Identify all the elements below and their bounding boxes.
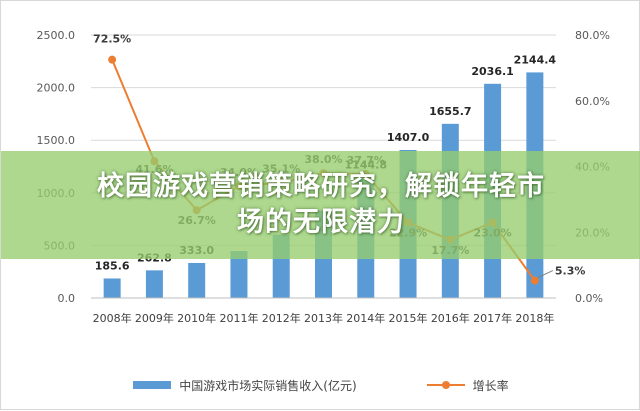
y-right-tick-label: 80.0%	[575, 29, 610, 42]
growth-point	[108, 55, 117, 64]
x-tick-label: 2018年	[515, 311, 554, 325]
y-left-tick-label: 1500.0	[37, 134, 76, 147]
x-tick-label: 2009年	[135, 311, 174, 325]
y-left-tick-label: 2000.0	[37, 82, 76, 95]
banner-title-line1: 校园游戏营销策略研究，解锁年轻市	[97, 171, 545, 202]
bar-value-label: 1407.0	[387, 131, 430, 144]
legend-swatch-line	[426, 380, 465, 390]
legend-label-revenue: 中国游戏市场实际销售收入(亿元)	[179, 378, 357, 393]
x-tick-label: 2014年	[346, 311, 385, 325]
x-tick-label: 2008年	[93, 311, 132, 325]
label-leader-line	[537, 270, 554, 279]
chart-legend: 中国游戏市场实际销售收入(亿元) 增长率	[1, 371, 640, 399]
x-tick-label: 2016年	[431, 311, 470, 325]
growth-value-label: 5.3%	[555, 265, 586, 278]
bar-value-label: 185.6	[95, 259, 130, 272]
bar	[230, 251, 248, 298]
y-left-tick-label: 0.0	[58, 292, 76, 305]
x-tick-label: 2011年	[219, 311, 258, 325]
growth-point	[530, 276, 539, 285]
banner-title: 校园游戏营销策略研究，解锁年轻市 场的无限潜力	[41, 169, 601, 241]
legend-item-growth: 增长率	[426, 377, 509, 394]
legend-swatch-bar	[133, 381, 172, 389]
bar	[188, 262, 206, 298]
bar	[103, 278, 121, 298]
title-banner: 校园游戏营销策略研究，解锁年轻市 场的无限潜力	[1, 151, 640, 259]
x-tick-label: 2015年	[389, 311, 428, 325]
bar-value-label: 2036.1	[471, 65, 513, 78]
bar-value-label: 1655.7	[429, 105, 471, 118]
y-left-tick-label: 2500.0	[37, 29, 76, 42]
bar-value-label: 2144.4	[514, 53, 557, 66]
legend-item-revenue: 中国游戏市场实际销售收入(亿元)	[133, 377, 357, 394]
x-tick-label: 2010年	[177, 311, 216, 325]
x-tick-label: 2013年	[304, 311, 343, 325]
x-tick-label: 2012年	[262, 311, 301, 325]
bar	[145, 270, 163, 298]
y-right-tick-label: 0.0%	[575, 292, 603, 305]
growth-value-label: 72.5%	[93, 33, 131, 46]
banner-title-line2: 场的无限潜力	[237, 207, 405, 238]
legend-label-growth: 增长率	[472, 378, 509, 393]
y-right-tick-label: 60.0%	[575, 95, 610, 108]
x-tick-label: 2017年	[473, 311, 512, 325]
